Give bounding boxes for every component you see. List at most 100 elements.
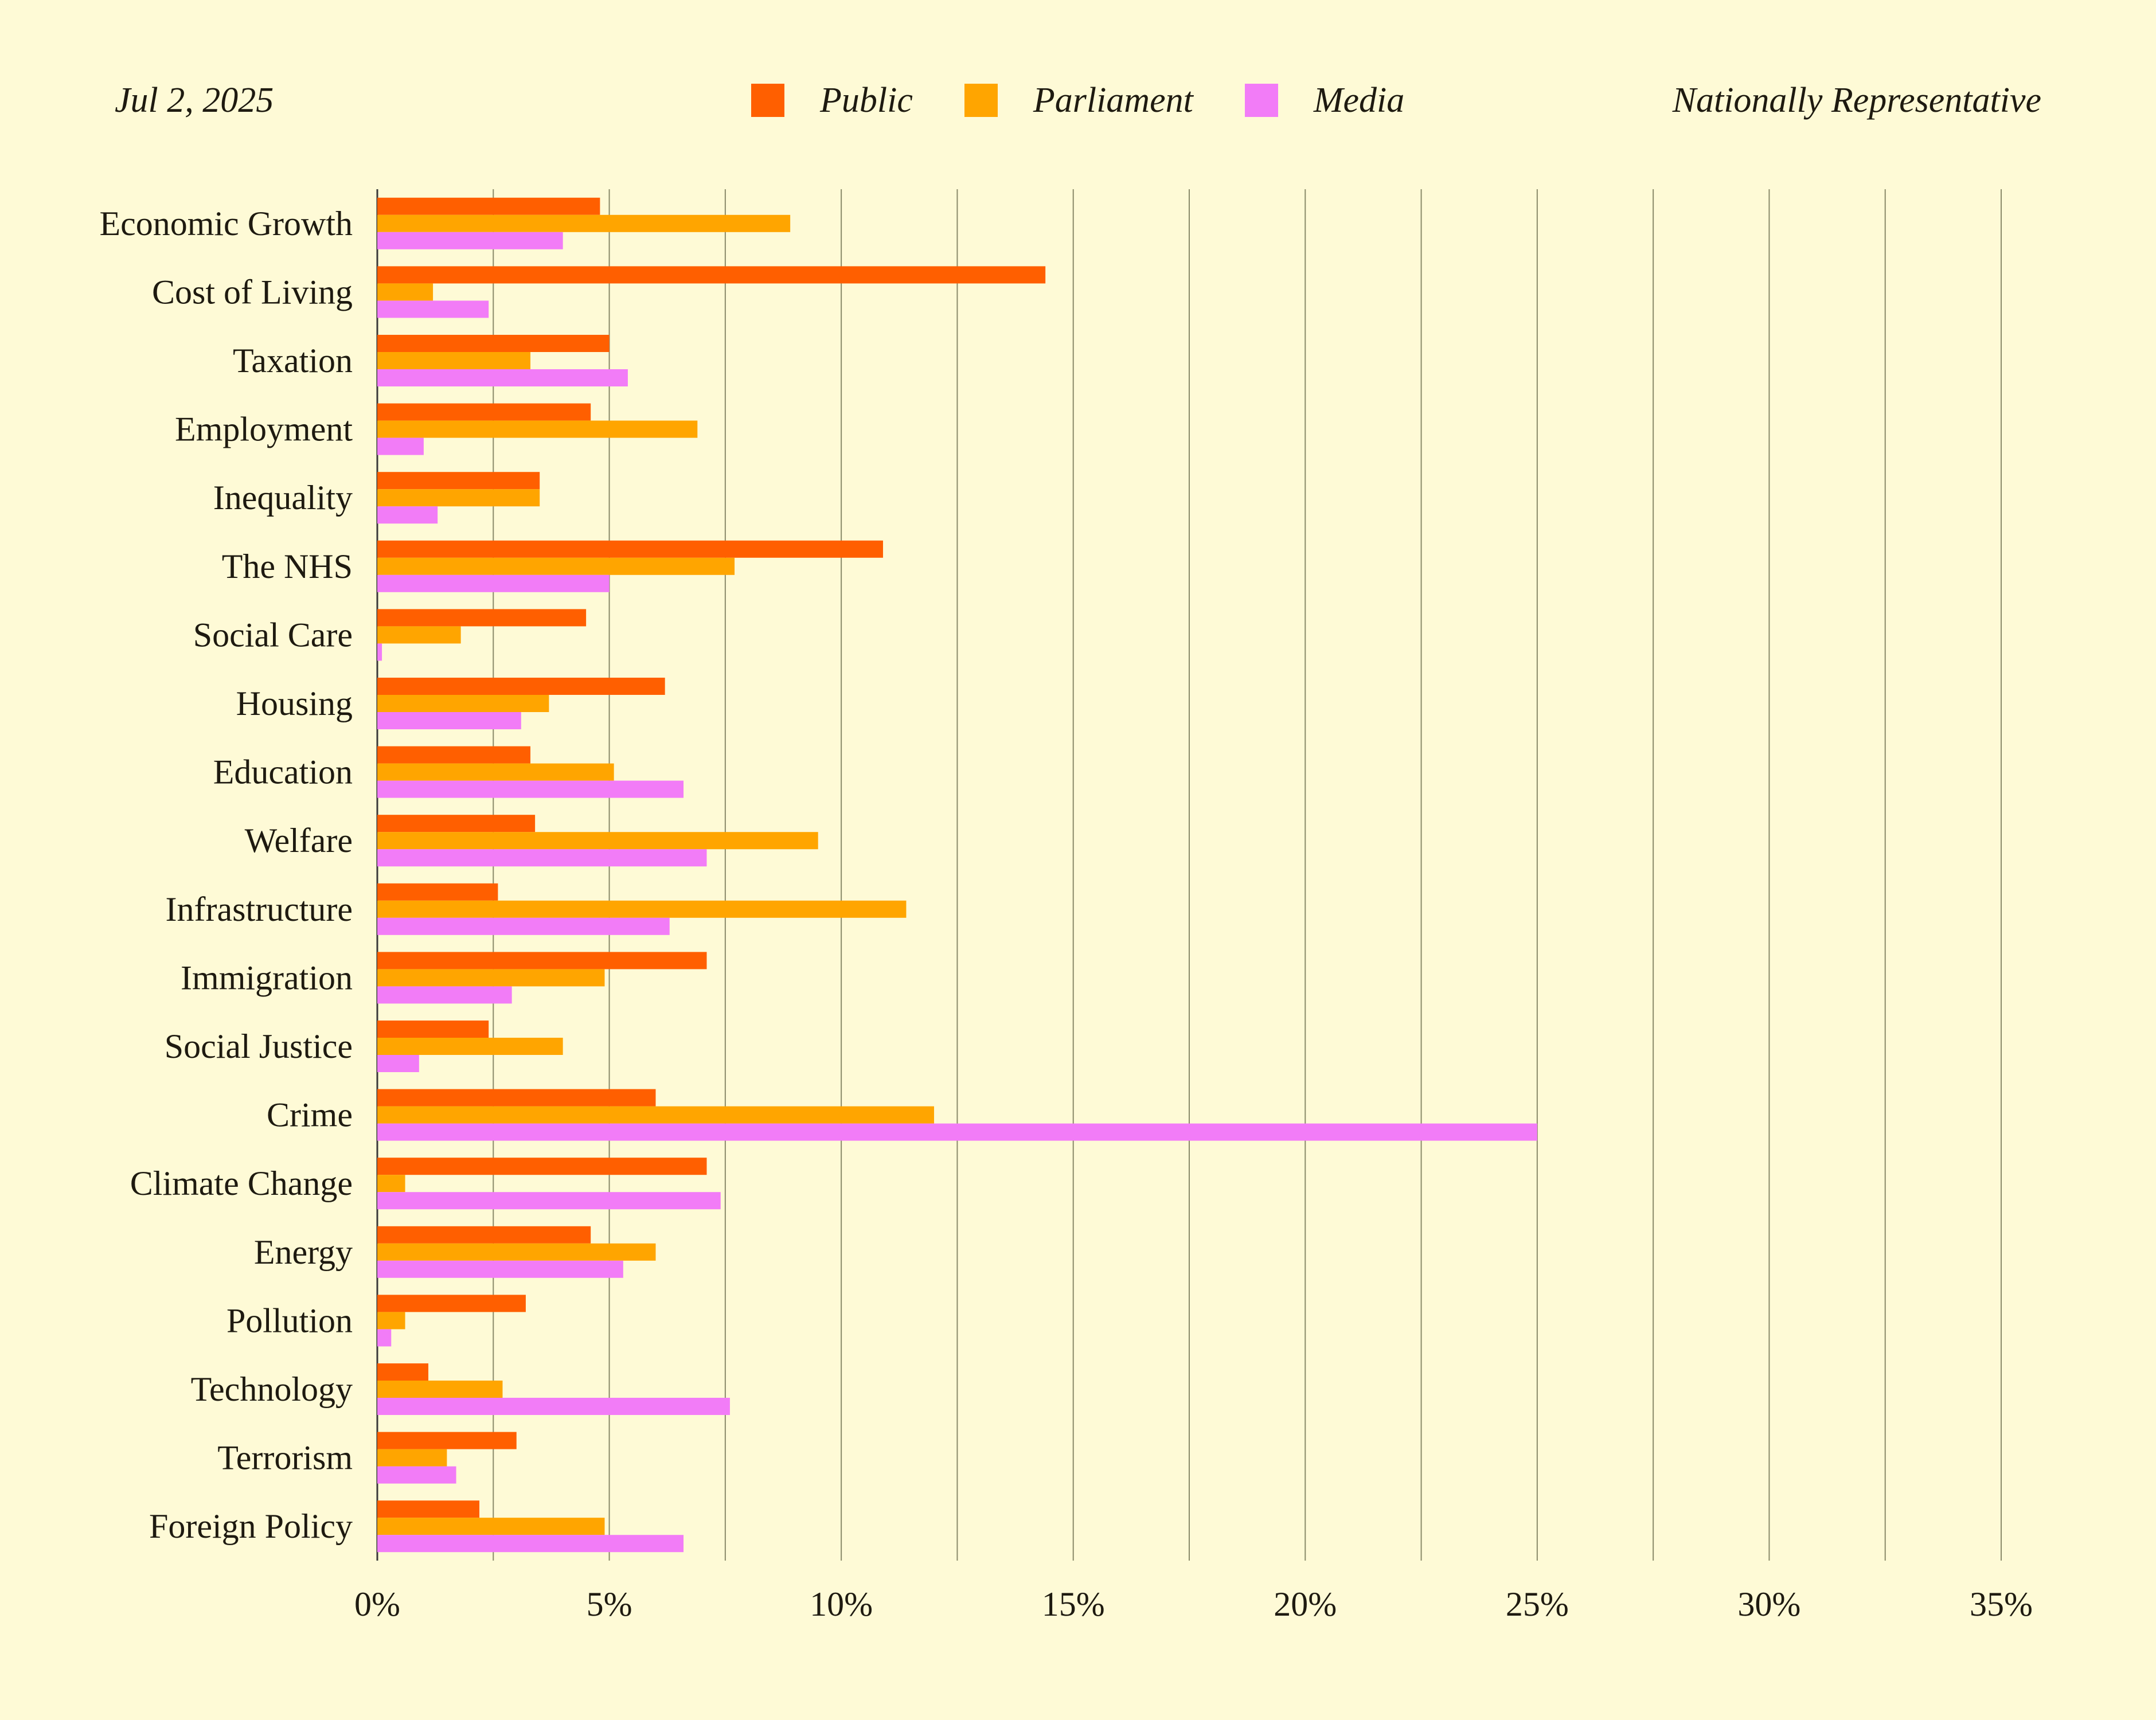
bar-media-13 <box>377 1123 1537 1141</box>
category-label: Welfare <box>245 822 353 859</box>
bar-parliament-10 <box>377 900 907 918</box>
x-tick-label: 20% <box>1274 1585 1337 1623</box>
bar-parliament-4 <box>377 489 540 507</box>
legend-label-parliament: Parliament <box>1033 81 1193 120</box>
bar-public-7 <box>377 678 665 695</box>
bar-parliament-0 <box>377 214 791 232</box>
bar-parliament-13 <box>377 1106 934 1124</box>
x-tick-label: 5% <box>587 1585 632 1623</box>
sample-label: Nationally Representative <box>1672 81 2041 120</box>
legend-item-public[interactable]: Public <box>751 75 913 126</box>
legend-label-media: Media <box>1313 81 1405 120</box>
category-label: Social Justice <box>165 1027 353 1065</box>
bar-parliament-6 <box>377 626 461 644</box>
legend-item-media[interactable]: Media <box>1244 75 1405 126</box>
category-label: Inequality <box>213 479 353 517</box>
bar-media-6 <box>377 643 382 661</box>
bar-public-0 <box>377 197 600 215</box>
bar-media-9 <box>377 849 707 867</box>
bar-parliament-8 <box>377 763 614 781</box>
category-label: Technology <box>191 1370 353 1408</box>
bar-media-12 <box>377 1055 419 1072</box>
bar-public-15 <box>377 1226 591 1244</box>
bar-media-14 <box>377 1192 721 1210</box>
bar-public-4 <box>377 472 540 490</box>
bar-media-5 <box>377 574 610 592</box>
date-label: Jul 2, 2025 <box>115 81 274 120</box>
bar-public-3 <box>377 403 591 421</box>
bar-media-10 <box>377 917 670 935</box>
category-label: The NHS <box>222 548 353 585</box>
bar-parliament-16 <box>377 1312 405 1330</box>
bar-parliament-11 <box>377 969 605 987</box>
bar-media-3 <box>377 437 424 455</box>
legend-item-parliament[interactable]: Parliament <box>964 75 1193 126</box>
bar-media-7 <box>377 712 521 729</box>
category-label: Infrastructure <box>166 890 353 928</box>
category-label: Social Care <box>193 616 353 654</box>
bar-public-18 <box>377 1432 517 1449</box>
bar-parliament-19 <box>377 1518 605 1535</box>
x-tick-label: 25% <box>1506 1585 1569 1623</box>
bar-parliament-12 <box>377 1038 563 1055</box>
bar-parliament-1 <box>377 283 433 301</box>
bar-public-17 <box>377 1363 429 1381</box>
x-tick-label: 0% <box>354 1585 400 1623</box>
category-label: Taxation <box>233 342 353 380</box>
bar-public-8 <box>377 746 531 764</box>
legend-swatch-parliament <box>964 84 998 117</box>
category-label: Crime <box>267 1096 353 1134</box>
bar-parliament-7 <box>377 695 549 712</box>
bar-public-12 <box>377 1021 489 1038</box>
category-label: Immigration <box>181 959 353 996</box>
category-label: Employment <box>175 411 353 448</box>
bar-public-2 <box>377 335 610 352</box>
bar-parliament-9 <box>377 832 818 850</box>
bar-public-13 <box>377 1089 656 1107</box>
legend-swatch-media <box>1244 84 1278 117</box>
bar-parliament-17 <box>377 1381 503 1398</box>
category-label: Cost of Living <box>152 273 353 311</box>
bar-media-19 <box>377 1535 684 1553</box>
bar-parliament-3 <box>377 420 698 438</box>
x-tick-label: 30% <box>1737 1585 1800 1623</box>
bar-public-14 <box>377 1158 707 1175</box>
bar-public-5 <box>377 540 883 558</box>
bar-media-17 <box>377 1398 730 1415</box>
bar-public-1 <box>377 266 1046 284</box>
category-label: Pollution <box>226 1301 353 1339</box>
bar-parliament-2 <box>377 352 531 369</box>
bar-public-16 <box>377 1295 526 1312</box>
category-label: Energy <box>254 1233 353 1271</box>
legend-swatch-public <box>751 84 784 117</box>
category-label: Terrorism <box>217 1439 353 1477</box>
bar-media-8 <box>377 780 684 798</box>
bar-media-16 <box>377 1329 392 1347</box>
bar-public-6 <box>377 609 587 627</box>
bar-parliament-5 <box>377 557 735 575</box>
bar-media-18 <box>377 1466 456 1484</box>
bar-public-10 <box>377 883 498 901</box>
bar-parliament-15 <box>377 1243 656 1261</box>
bar-media-1 <box>377 300 489 318</box>
bar-public-11 <box>377 952 707 970</box>
bar-media-11 <box>377 986 512 1004</box>
category-label: Foreign Policy <box>149 1507 353 1545</box>
bar-media-4 <box>377 506 438 524</box>
bar-parliament-14 <box>377 1175 405 1193</box>
bar-media-2 <box>377 369 628 386</box>
legend-label-public: Public <box>820 81 913 120</box>
category-label: Economic Growth <box>99 205 353 243</box>
x-tick-label: 35% <box>1970 1585 2033 1623</box>
legend: Public Parliament Media <box>751 75 1456 126</box>
bar-parliament-18 <box>377 1449 447 1467</box>
x-tick-label: 15% <box>1042 1585 1105 1623</box>
bar-media-0 <box>377 232 563 249</box>
bar-media-15 <box>377 1260 623 1278</box>
bar-public-19 <box>377 1500 480 1518</box>
category-label: Housing <box>236 685 353 722</box>
category-label: Education <box>213 753 353 791</box>
bar-public-9 <box>377 815 536 832</box>
